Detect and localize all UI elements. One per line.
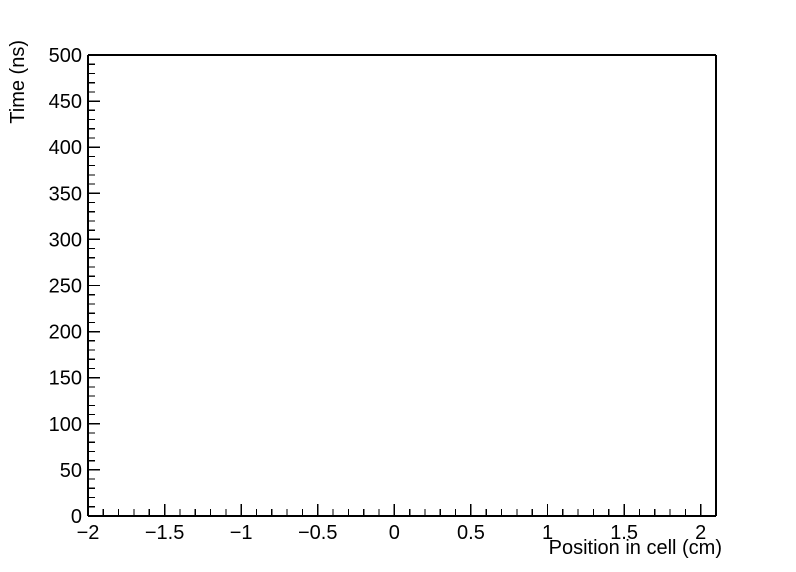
x-tick-label: −1.5 xyxy=(145,522,184,544)
y-axis-major-ticks xyxy=(88,54,100,517)
x-tick-label: −1 xyxy=(230,522,253,544)
y-tick-label: 450 xyxy=(49,91,82,113)
y-axis-title: Time (ns) xyxy=(7,40,29,124)
y-tick-label: 0 xyxy=(71,506,82,528)
x-tick-label: 0.5 xyxy=(457,522,485,544)
y-axis-minor-ticks xyxy=(88,63,95,508)
x-axis-minor-ticks xyxy=(102,509,717,516)
y-tick-label: 100 xyxy=(49,414,82,436)
x-tick-label: −2 xyxy=(77,522,100,544)
x-tick-label: 2 xyxy=(695,522,706,544)
y-tick-label: 500 xyxy=(49,45,82,67)
x-tick-label: −0.5 xyxy=(298,522,337,544)
x-tick-label: 1.5 xyxy=(610,522,638,544)
y-tick-label: 150 xyxy=(49,368,82,390)
y-tick-label: 250 xyxy=(49,276,82,298)
y-tick-label: 400 xyxy=(49,137,82,159)
x-tick-label: 1 xyxy=(542,522,553,544)
y-tick-label: 50 xyxy=(60,460,82,482)
plot-area xyxy=(88,55,716,516)
x-axis-title: Position in cell (cm) xyxy=(549,537,722,559)
x-tick-label: 0 xyxy=(389,522,400,544)
x-axis-tick-labels: −2 −1.5 −1 −0.5 0 0.5 1 1.5 2 xyxy=(77,522,707,544)
y-tick-label: 300 xyxy=(49,229,82,251)
y-tick-label: 200 xyxy=(49,322,82,344)
y-axis-tick-labels: 0 50 100 150 200 250 300 350 400 450 500 xyxy=(49,45,82,528)
x-axis-major-ticks xyxy=(87,504,702,516)
y-tick-label: 350 xyxy=(49,183,82,205)
